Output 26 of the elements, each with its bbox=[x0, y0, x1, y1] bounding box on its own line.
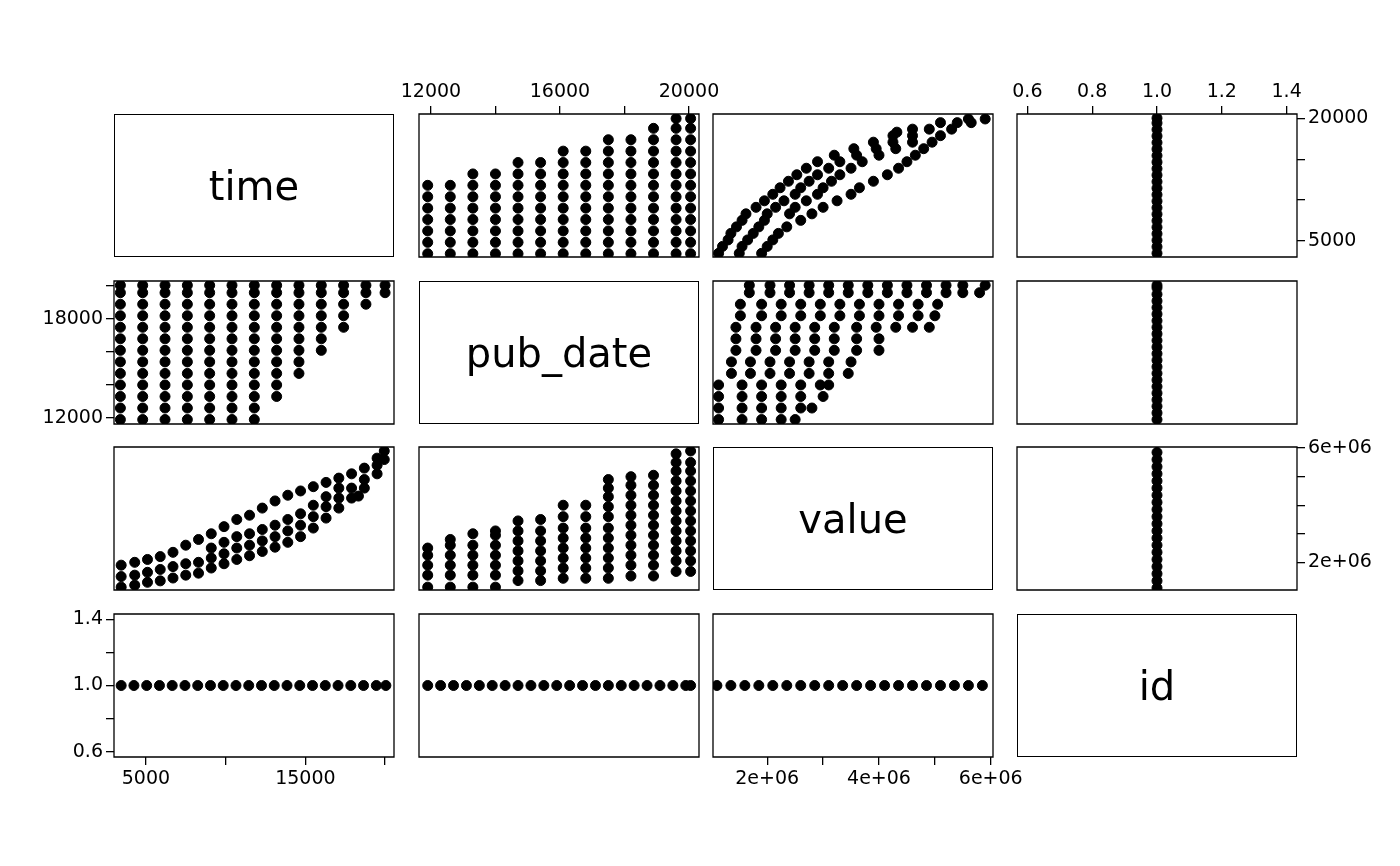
y-tick-label: 1.0 bbox=[72, 672, 103, 695]
y-tick-label: 12000 bbox=[42, 404, 103, 427]
y-tick-label: 6e+06 bbox=[1308, 435, 1372, 458]
x-tick-label: 16000 bbox=[529, 78, 591, 101]
text: value bbox=[798, 495, 908, 542]
y-tick-label: 20000 bbox=[1308, 105, 1369, 128]
x-tick-label: 15000 bbox=[275, 766, 336, 789]
x-tick-label: 6e+06 bbox=[958, 766, 1023, 789]
text: time bbox=[208, 162, 300, 209]
x-tick-label: 1.2 bbox=[1206, 78, 1237, 101]
x-tick-label: 1.4 bbox=[1271, 78, 1302, 101]
text: id bbox=[1138, 662, 1176, 709]
x-tick-label: 0.6 bbox=[1012, 78, 1043, 101]
x-tick-label: 0.8 bbox=[1077, 78, 1108, 101]
text: pub_date bbox=[465, 329, 653, 376]
x-tick-label: 2e+06 bbox=[735, 766, 800, 789]
y-tick-label: 1.4 bbox=[72, 606, 103, 629]
y-tick-label: 0.6 bbox=[72, 738, 103, 761]
y-tick-label: 2e+06 bbox=[1308, 549, 1372, 572]
x-tick-label: 12000 bbox=[400, 78, 462, 101]
y-tick-label: 5000 bbox=[1308, 227, 1357, 250]
x-tick-label: 5000 bbox=[121, 766, 171, 789]
x-tick-label: 20000 bbox=[658, 78, 720, 101]
y-tick-label: 18000 bbox=[42, 305, 103, 328]
x-tick-label: 4e+06 bbox=[847, 766, 911, 789]
x-tick-label: 1.0 bbox=[1141, 78, 1173, 101]
